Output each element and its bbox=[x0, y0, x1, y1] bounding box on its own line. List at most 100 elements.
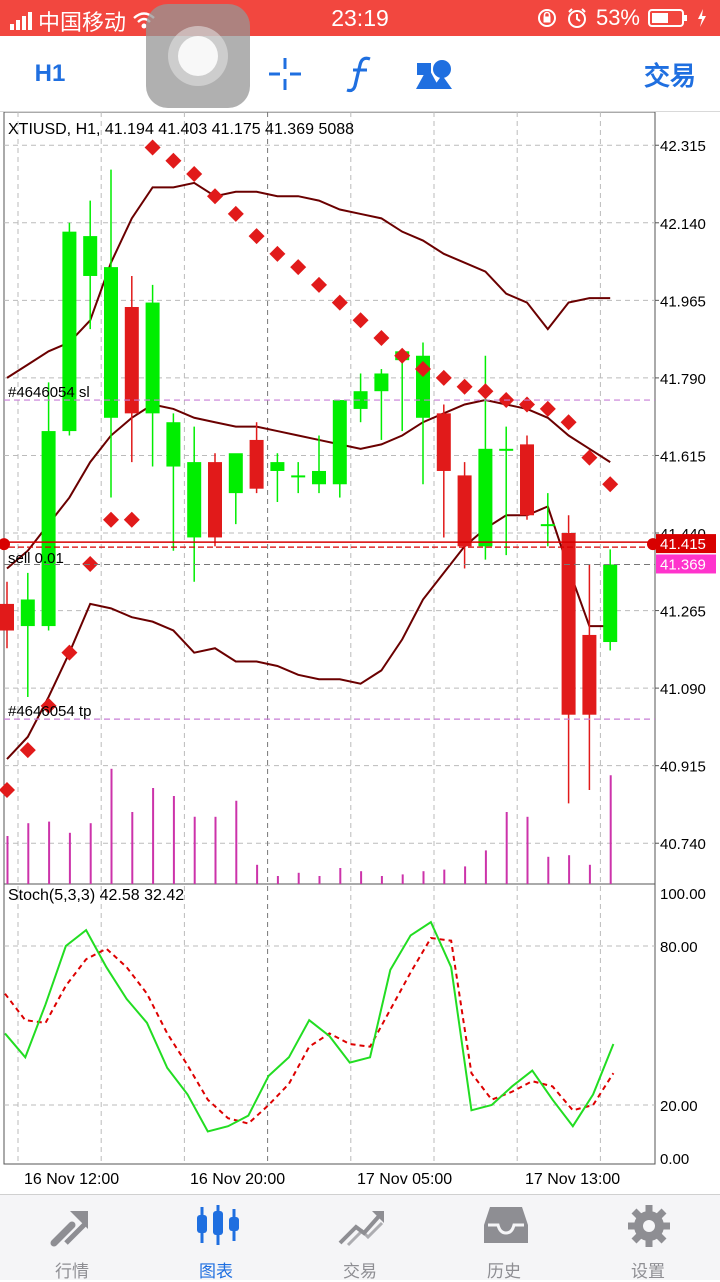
current-price-tag bbox=[656, 554, 716, 574]
chart-toolbar: H1 交易 bbox=[0, 36, 720, 112]
quotes-icon bbox=[50, 1211, 88, 1247]
candle-body bbox=[20, 599, 35, 627]
price-tick-label: 42.315 bbox=[660, 138, 706, 155]
chart-symbol-header: XTIUSD, H1, 41.194 41.403 41.175 41.369 … bbox=[8, 121, 354, 138]
sar-dot bbox=[519, 396, 535, 413]
candle-body bbox=[166, 422, 181, 467]
price-chart[interactable]: 42.31542.14041.96541.79041.61541.44041.2… bbox=[0, 112, 720, 1194]
candlesticks bbox=[0, 169, 618, 804]
indicators-button[interactable] bbox=[340, 36, 380, 112]
candle-body bbox=[332, 400, 347, 485]
sell-label: sell 0.01 bbox=[8, 550, 64, 567]
candle-body bbox=[478, 448, 493, 547]
sar-dot bbox=[144, 139, 161, 156]
crosshair-button[interactable] bbox=[262, 36, 308, 112]
stochastic-panel bbox=[4, 920, 615, 1133]
sar-dot bbox=[248, 228, 265, 245]
sar-dot bbox=[40, 697, 57, 714]
bottom-tab-bar: 行情 图表 交易 历史 设置 bbox=[0, 1194, 720, 1281]
candle-body bbox=[499, 448, 514, 451]
stoch-tick-label: 20.00 bbox=[660, 1098, 698, 1115]
price-tick-label: 40.915 bbox=[660, 759, 706, 776]
tab-label: 设置 bbox=[631, 1262, 665, 1281]
sar-dot bbox=[352, 312, 369, 329]
candle-body bbox=[41, 431, 56, 627]
time-tick-label: 17 Nov 05:00 bbox=[357, 1171, 452, 1188]
tab-label: 交易 bbox=[343, 1262, 377, 1281]
price-tick-label: 41.790 bbox=[660, 371, 706, 388]
sar-dot bbox=[186, 166, 203, 183]
candle-body bbox=[353, 391, 368, 409]
battery-icon bbox=[648, 9, 687, 27]
stoch-tick-label: 100.00 bbox=[660, 886, 706, 903]
sar-dot bbox=[373, 330, 390, 347]
sar-dot bbox=[435, 369, 452, 386]
timeframe-button[interactable]: H1 bbox=[34, 60, 66, 87]
tab-label: 行情 bbox=[55, 1262, 89, 1281]
tab-history[interactable]: 历史 bbox=[432, 1195, 576, 1281]
candle-body bbox=[561, 533, 576, 715]
candle-body bbox=[520, 444, 534, 516]
crosshair-icon bbox=[269, 58, 301, 90]
sar-dot bbox=[103, 511, 119, 528]
candle-body bbox=[436, 413, 451, 471]
sell-price-tag bbox=[656, 534, 716, 554]
tp-label: #4646054 tp bbox=[8, 703, 91, 720]
rotation-lock-icon bbox=[537, 9, 556, 27]
charging-icon bbox=[698, 9, 706, 27]
candle-body bbox=[457, 475, 472, 547]
sar-dot bbox=[560, 414, 577, 431]
sl-label: #4646054 sl bbox=[8, 384, 90, 401]
sar-dot bbox=[61, 644, 78, 661]
settings-icon bbox=[628, 1205, 670, 1247]
objects-button[interactable] bbox=[412, 36, 456, 112]
candle-body bbox=[312, 470, 326, 485]
sar-dot bbox=[539, 400, 556, 417]
sar-dot bbox=[311, 276, 327, 293]
sar-dot bbox=[82, 556, 99, 573]
tab-quotes[interactable]: 行情 bbox=[0, 1195, 144, 1281]
candle-body bbox=[603, 564, 618, 643]
sar-dot bbox=[19, 742, 36, 759]
candle-body bbox=[62, 231, 77, 432]
sar-dot bbox=[331, 294, 348, 311]
candle-body bbox=[145, 302, 160, 414]
candle-body bbox=[228, 453, 243, 494]
candle-body bbox=[582, 634, 597, 715]
stoch-header: Stoch(5,3,3) 42.58 32.42 bbox=[8, 887, 184, 904]
sar-dot bbox=[581, 449, 598, 466]
sar-dot bbox=[394, 347, 411, 364]
trade-icon bbox=[338, 1211, 384, 1247]
chart-grid bbox=[4, 112, 655, 1164]
sell-price-label: 41.415 bbox=[660, 536, 706, 553]
sar-dot bbox=[227, 205, 244, 222]
candle-body bbox=[208, 462, 222, 538]
band-middle bbox=[6, 399, 611, 570]
sar-dot bbox=[123, 511, 140, 528]
sar-dot bbox=[415, 361, 431, 378]
time-tick-label: 16 Nov 12:00 bbox=[24, 1171, 119, 1188]
order-lines: #4646054 sl #4646054 tp sell 0.01 41.415 41.… bbox=[0, 384, 716, 720]
chart-icon bbox=[197, 1205, 239, 1245]
sell-handle-left bbox=[0, 538, 10, 551]
assistive-center bbox=[178, 36, 218, 76]
sar-dot bbox=[165, 152, 182, 169]
assistive-touch-button[interactable] bbox=[146, 4, 250, 108]
tab-chart[interactable]: 图表 bbox=[144, 1195, 288, 1281]
price-axis: 42.31542.14041.96541.79041.61541.44041.2… bbox=[655, 138, 706, 1168]
parabolic-sar bbox=[0, 139, 619, 799]
candle-body bbox=[187, 462, 202, 538]
candle-body bbox=[249, 439, 264, 489]
status-bar: 中国移动 23:19 53% bbox=[0, 0, 720, 36]
tab-settings[interactable]: 设置 bbox=[576, 1195, 720, 1281]
objects-icon bbox=[416, 60, 452, 89]
price-tick-label: 40.740 bbox=[660, 836, 706, 853]
time-axis: 16 Nov 12:00 16 Nov 20:00 17 Nov 05:00 17 N… bbox=[24, 1171, 620, 1188]
price-tick-label: 41.090 bbox=[660, 681, 706, 698]
candle-body bbox=[291, 475, 306, 478]
tab-label: 历史 bbox=[487, 1262, 521, 1281]
current-price-label: 41.369 bbox=[660, 556, 706, 573]
stoch-d-line bbox=[4, 936, 615, 1125]
tab-trade[interactable]: 交易 bbox=[288, 1195, 432, 1281]
trade-button[interactable]: 交易 bbox=[643, 60, 696, 91]
